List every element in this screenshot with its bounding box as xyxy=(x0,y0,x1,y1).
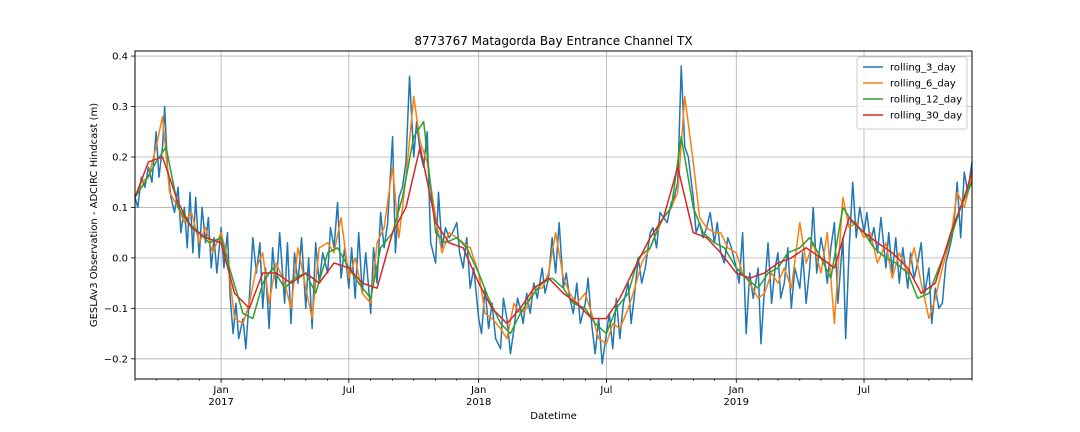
series-line-rolling_12_day xyxy=(134,120,973,335)
legend-label: rolling_30_day xyxy=(890,111,962,122)
y-axis-label: GESLAv3 Observation - ADCIRC Hindcast (m… xyxy=(89,103,100,327)
y-tick-label: −0.1 xyxy=(104,304,128,315)
series-lines xyxy=(134,65,973,365)
grid-lines xyxy=(135,51,972,379)
x-tick-year-label: 2019 xyxy=(724,397,749,408)
y-tick-label: 0.0 xyxy=(112,253,128,264)
chart-title: 8773767 Matagorda Bay Entrance Channel T… xyxy=(414,34,692,48)
y-tick-label: 0.2 xyxy=(112,152,128,163)
legend-label: rolling_3_day xyxy=(890,63,956,74)
x-axis-label: Datetime xyxy=(530,411,577,422)
y-tick-label: 0.1 xyxy=(112,203,128,214)
y-axis-ticks: −0.2 −0.1 0.0 0.1 0.2 0.3 0.4 xyxy=(104,52,135,365)
x-tick-year-label: 2017 xyxy=(208,397,233,408)
series-line-rolling_30_day xyxy=(134,146,973,325)
x-tick-label: Jul xyxy=(599,385,612,396)
y-tick-label: −0.2 xyxy=(104,354,128,365)
x-tick-year-label: 2018 xyxy=(466,397,491,408)
y-tick-label: 0.3 xyxy=(112,102,128,113)
x-tick-label: Jul xyxy=(857,385,870,396)
x-tick-label: Jan xyxy=(728,385,744,396)
x-tick-label: Jan xyxy=(212,385,228,396)
legend-box xyxy=(856,56,968,130)
x-tick-label: Jul xyxy=(342,385,355,396)
x-minor-ticks xyxy=(134,379,973,381)
legend-label: rolling_6_day xyxy=(890,79,956,90)
plot-area-frame xyxy=(134,50,973,380)
legend: rolling_3_day rolling_6_day rolling_12_day… xyxy=(856,56,968,130)
x-tick-label: Jan xyxy=(470,385,486,396)
y-tick-label: 0.4 xyxy=(112,52,128,63)
legend-label: rolling_12_day xyxy=(890,95,962,106)
